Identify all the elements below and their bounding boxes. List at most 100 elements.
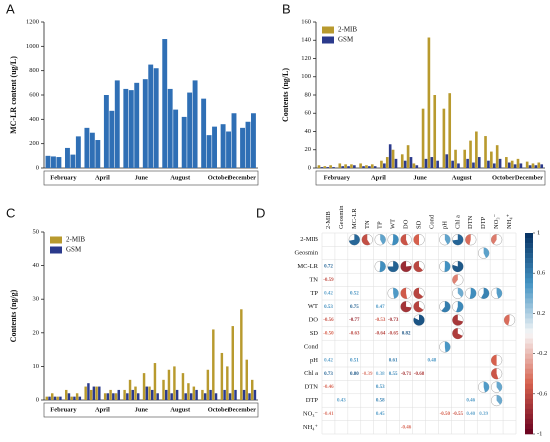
x-tick-label: June (135, 174, 148, 181)
x-tick-label: December (228, 406, 256, 413)
bar (380, 160, 383, 168)
bar (248, 393, 251, 400)
corr-value: 0.61 (389, 358, 398, 363)
panel-label: D (256, 205, 265, 220)
pie-wedge (469, 287, 477, 299)
bar (445, 154, 449, 168)
colorbar-step (525, 373, 533, 380)
bar (424, 158, 428, 168)
colorbar-step (525, 253, 533, 259)
pie-wedge (379, 261, 386, 272)
bar (162, 379, 165, 400)
pie-wedge (481, 287, 490, 299)
bar (451, 160, 454, 168)
col-label: WT (390, 219, 397, 229)
corr-value: 0.38 (376, 372, 385, 377)
pie-wedge (491, 354, 497, 366)
bar (409, 157, 413, 168)
bar (513, 164, 517, 168)
bar (537, 162, 541, 168)
colorbar-step (525, 328, 533, 334)
colorbar-step (525, 363, 533, 369)
corr-value: -0.65 (388, 332, 399, 337)
bar (131, 389, 134, 400)
corr-value: 0.42 (324, 358, 333, 363)
x-tick-label: February (50, 174, 77, 181)
x-tick-label: April (95, 406, 110, 413)
bar (370, 164, 374, 168)
corr-value: -0.63 (349, 332, 360, 337)
pie-wedge (413, 234, 419, 246)
bar (128, 90, 134, 168)
y-tick-label: 80 (305, 91, 312, 98)
corr-value: -0.53 (375, 318, 386, 323)
bar (332, 167, 335, 168)
bar (412, 163, 416, 168)
y-tick-label: 30 (33, 296, 40, 303)
y-tick-label: 10 (33, 363, 40, 370)
pie-wedge (444, 261, 451, 272)
col-label: TP (377, 221, 384, 229)
col-label: NO₃⁻ (493, 213, 500, 229)
bar (516, 158, 520, 168)
bar (117, 389, 120, 400)
y-tick-label: 60 (305, 110, 312, 117)
pie-wedge (400, 261, 412, 272)
row-label: DTN (305, 384, 319, 391)
colorbar-step (525, 248, 533, 254)
bar (353, 165, 356, 168)
y-tick-label: 100 (301, 73, 311, 80)
bar (365, 165, 368, 168)
bar (153, 68, 159, 168)
month-band (43, 402, 259, 418)
bar (472, 162, 475, 168)
pie-wedge (452, 328, 463, 339)
pie-wedge (380, 234, 386, 245)
corr-value: 0.53 (324, 305, 333, 310)
bar (240, 127, 246, 168)
corr-value: 0.40 (466, 412, 475, 417)
bar (495, 145, 499, 168)
legend-swatch (322, 36, 334, 44)
bar (326, 167, 330, 168)
pie-wedge (441, 301, 451, 313)
row-label: NO₃⁻ (303, 410, 319, 417)
colorbar-step (525, 368, 533, 374)
bar (206, 369, 210, 400)
bar (109, 389, 112, 400)
bar (391, 149, 395, 168)
bar (201, 98, 207, 168)
bar (95, 140, 101, 168)
colorbar-step (525, 298, 533, 304)
x-tick-label: June (413, 174, 426, 181)
row-label: TN (309, 276, 318, 283)
corr-value: -0.59 (323, 278, 334, 283)
bar (156, 393, 159, 400)
bar (70, 396, 73, 400)
colorbar-label: -0.2 (537, 350, 547, 357)
x-tick-label: August (170, 406, 191, 413)
bar (490, 151, 493, 168)
bar (525, 161, 529, 168)
bar (209, 389, 212, 400)
colorbar-step (525, 358, 533, 364)
pie-wedge (444, 341, 451, 353)
bar (400, 154, 404, 168)
bar (475, 131, 478, 168)
pie-wedge (504, 314, 510, 326)
bar (220, 124, 226, 168)
x-tick-label: August (452, 174, 473, 181)
bar (45, 396, 49, 400)
x-tick-label: October (492, 174, 515, 181)
pie-wedge (387, 261, 399, 272)
bar (329, 165, 332, 168)
pie-wedge (413, 287, 424, 299)
bar (383, 163, 386, 168)
bar (226, 131, 231, 168)
colorbar-step (525, 313, 533, 319)
bar (167, 88, 173, 168)
bar (388, 144, 392, 168)
x-tick-label: April (95, 174, 110, 181)
bar (73, 396, 76, 400)
bar (223, 389, 226, 400)
